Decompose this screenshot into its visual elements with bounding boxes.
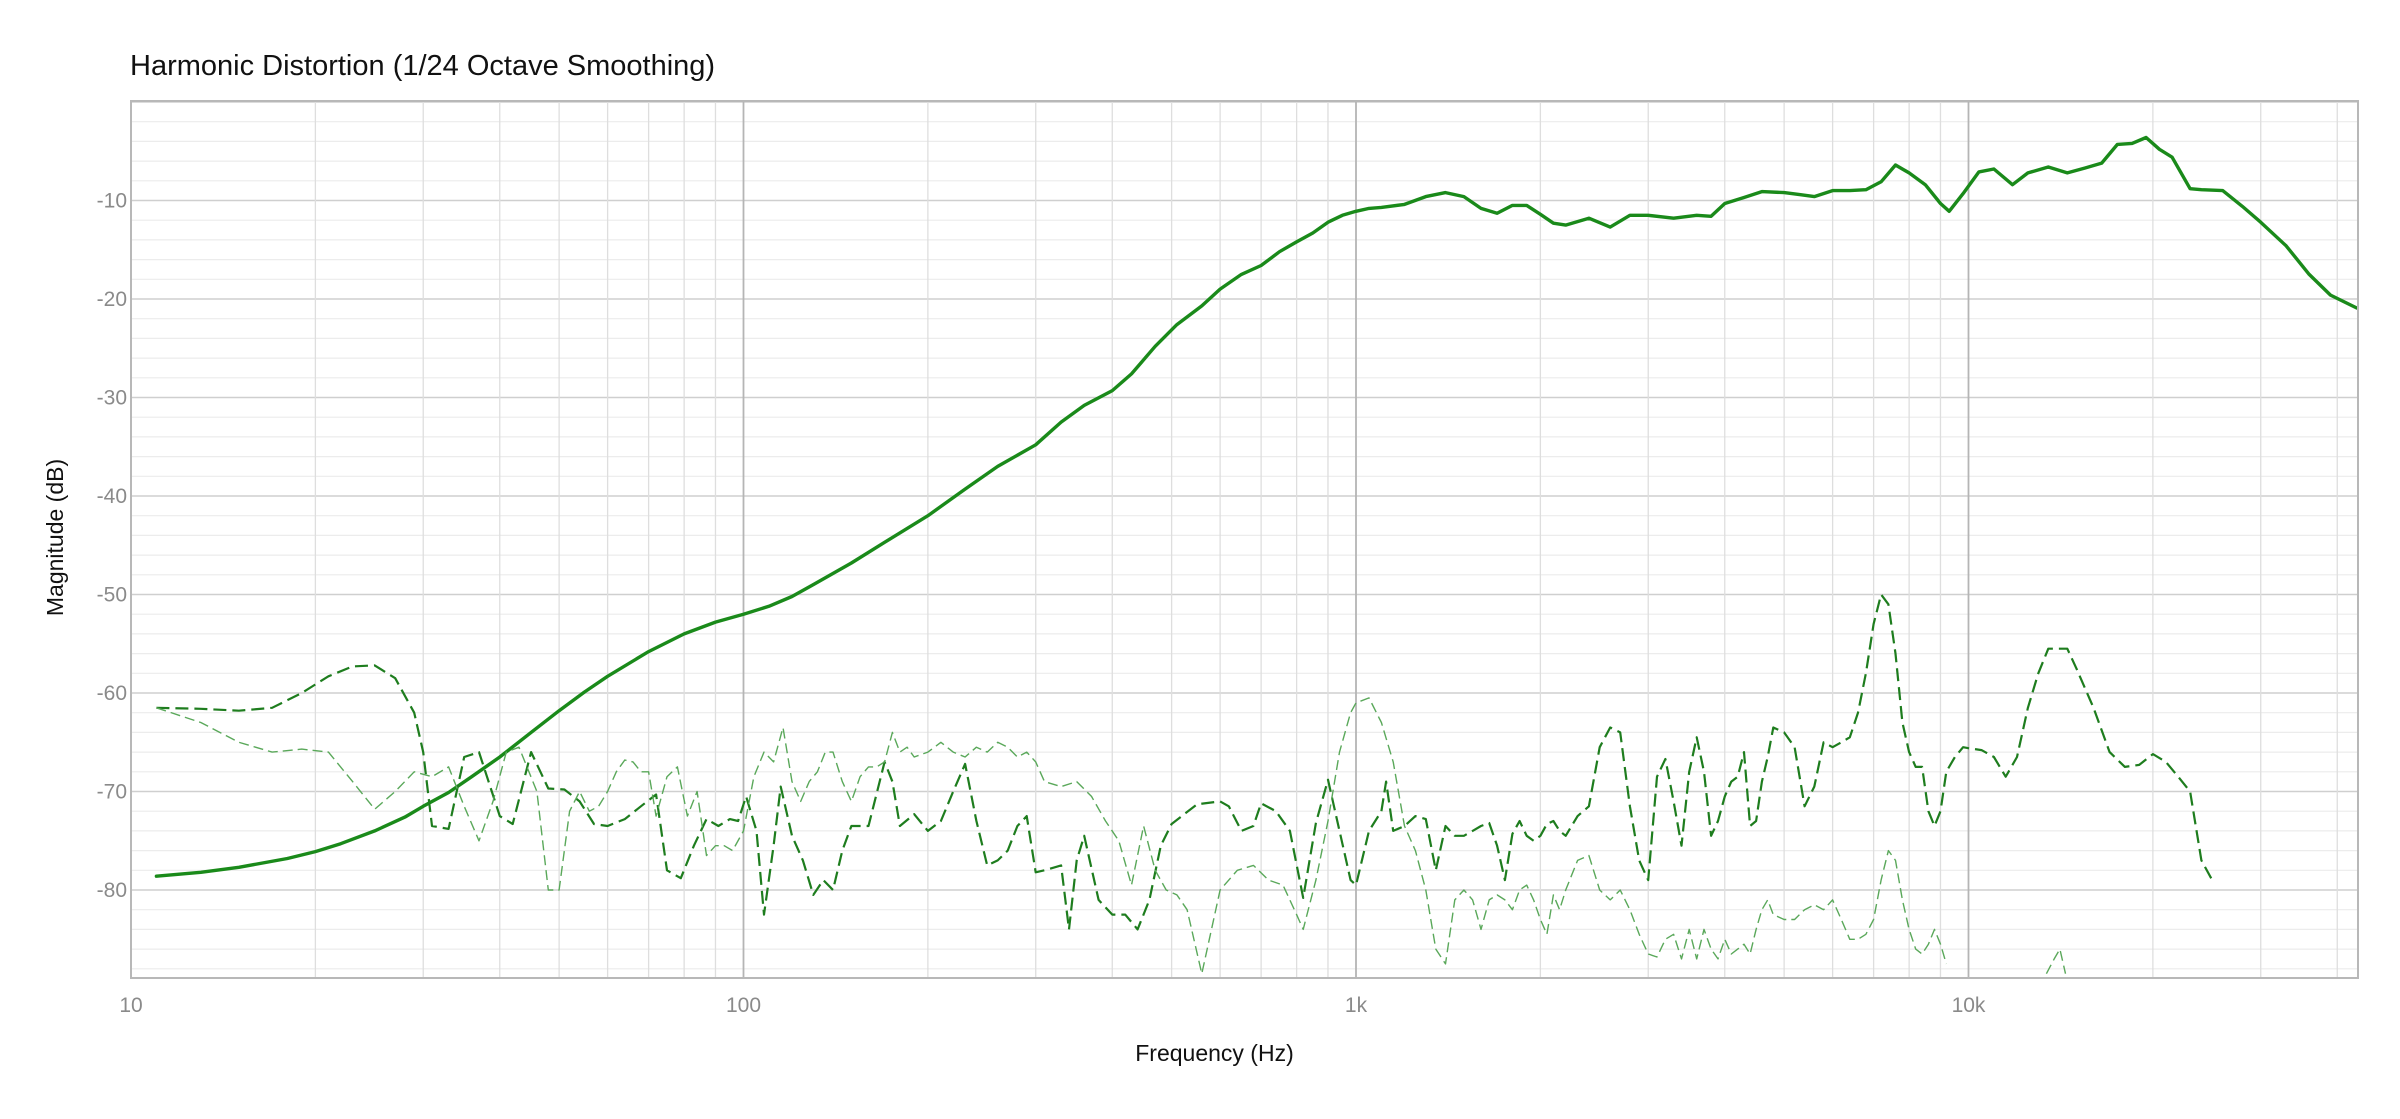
chart-title: Harmonic Distortion (1/24 Octave Smoothi…	[130, 50, 715, 83]
plot-frame	[130, 100, 2359, 979]
y-tick-label: -10	[97, 190, 127, 213]
chart-subtitle: (1/24 Octave Smoothing)	[392, 50, 716, 82]
y-axis-label: Magnitude (dB)	[42, 459, 68, 616]
series-line-h3	[156, 697, 1947, 975]
y-tick-label: -30	[97, 387, 127, 410]
x-tick-label: 1k	[1345, 994, 1368, 1017]
x-tick-label: 100	[726, 994, 761, 1017]
grid	[131, 101, 2358, 978]
x-axis-ticks: 10 100 1k 10k	[119, 994, 1986, 1017]
y-tick-label: -50	[97, 584, 127, 607]
y-tick-label: -20	[97, 288, 127, 311]
y-tick-label: -80	[97, 879, 127, 902]
y-tick-label: -40	[97, 485, 127, 508]
series-line-h2	[156, 593, 2214, 931]
series-line-fundamental	[154, 135, 2358, 878]
x-tick-label: 10	[119, 994, 142, 1017]
y-axis-ticks: -10 -20 -30 -40 -50 -60 -70 -80	[97, 190, 127, 903]
y-tick-label: -70	[97, 781, 127, 804]
chart-title-main: Harmonic Distortion	[130, 50, 385, 82]
x-axis-label: Frequency (Hz)	[1135, 1040, 1293, 1066]
series-group	[154, 135, 2358, 975]
series-line-h3-tail	[2045, 948, 2067, 975]
x-tick-label: 10k	[1952, 994, 1986, 1017]
y-tick-label: -60	[97, 682, 127, 705]
